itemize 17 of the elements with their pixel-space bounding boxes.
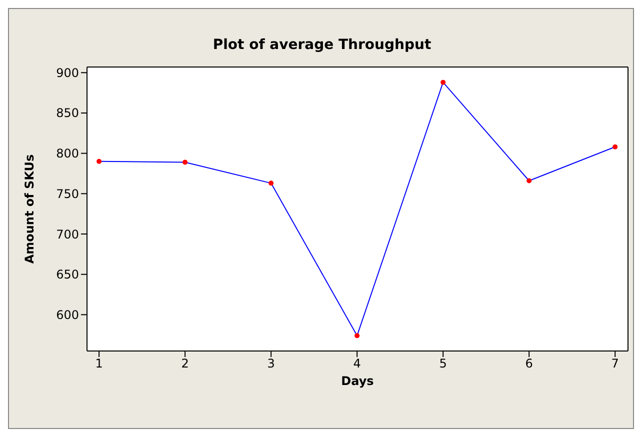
y-tick-label: 800	[56, 146, 79, 161]
x-tick-label: 3	[267, 356, 275, 371]
y-tick-label: 700	[56, 227, 79, 242]
y-tick-label: 600	[56, 308, 79, 322]
x-tick-label: 5	[439, 356, 447, 371]
x-tick-label: 6	[525, 356, 533, 371]
x-tick-label: 4	[353, 356, 361, 371]
x-tick-label: 7	[611, 356, 619, 371]
y-tick-label: 850	[56, 106, 79, 120]
x-tick-label: 1	[95, 356, 103, 371]
y-axis-title: Amount of SKUs	[22, 154, 36, 264]
chart-title: Plot of average Throughput	[212, 37, 432, 53]
x-axis-title: Days	[341, 374, 374, 388]
x-tick-label: 2	[181, 356, 189, 371]
y-tick-label: 650	[56, 268, 79, 282]
y-tick-label: 900	[56, 66, 79, 80]
y-tick-label: 750	[56, 186, 79, 201]
